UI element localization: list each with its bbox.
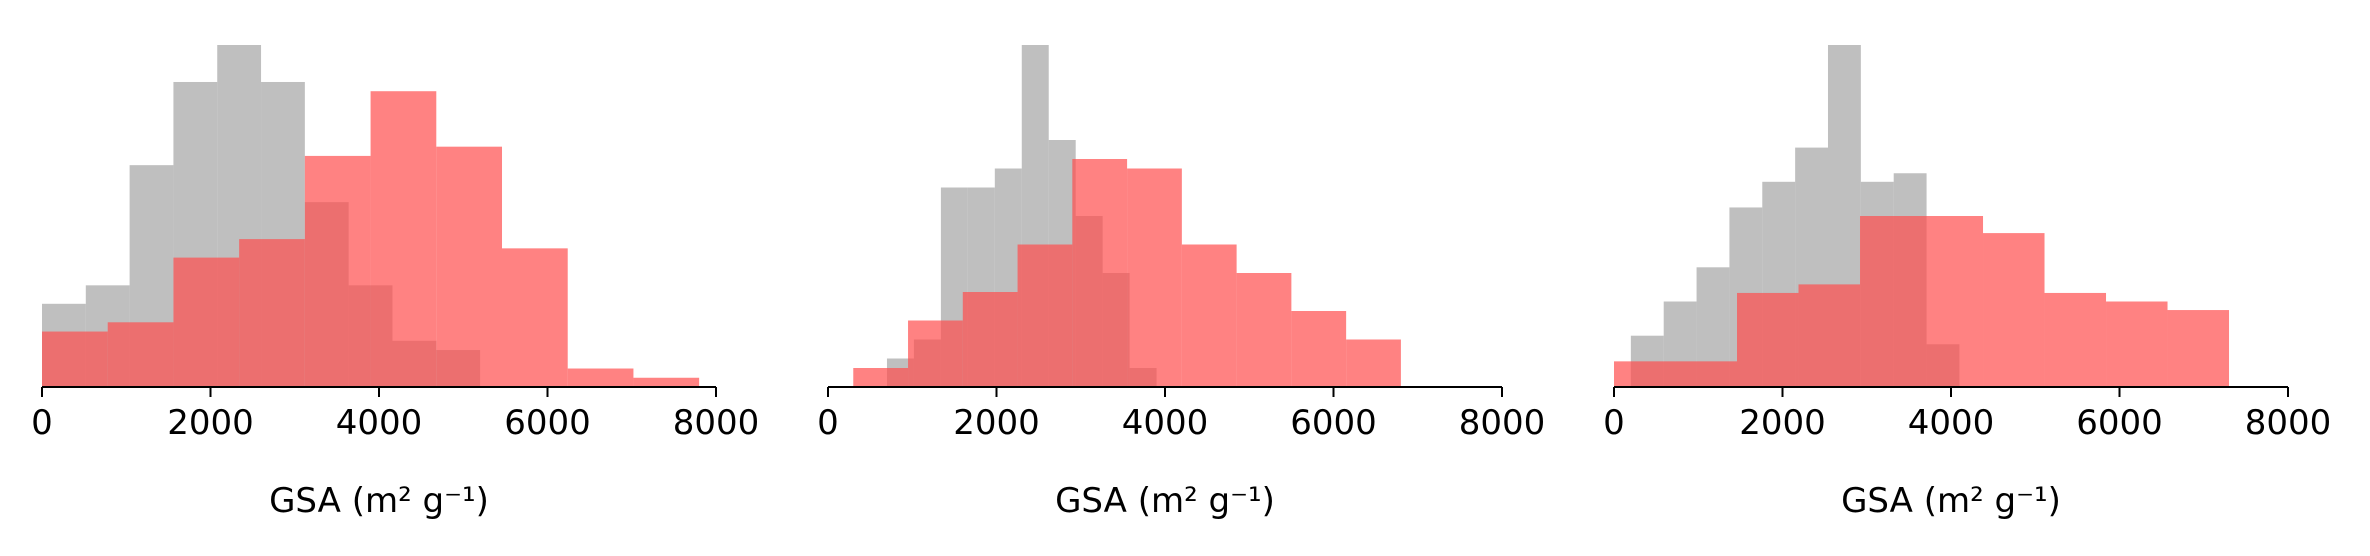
x-tick-label: 2000 [1739, 403, 1826, 443]
red-bar [908, 320, 963, 387]
x-axis-label: GSA (m² g⁻¹) [1841, 481, 2061, 521]
x-tick-label: 6000 [1290, 403, 1377, 443]
red-bar [1181, 244, 1237, 387]
x-tick-label: 4000 [1908, 403, 1995, 443]
x-tick-group: 0 2000 4000 6000 8000 [1603, 387, 2331, 443]
x-tick-label: 0 [31, 403, 53, 443]
red-bar [502, 248, 568, 387]
red-bar [1017, 244, 1073, 387]
red-bar [370, 91, 437, 387]
red-bar [633, 377, 700, 387]
x-tick-label: 8000 [1459, 403, 1546, 443]
red-bar [436, 146, 503, 387]
red-bar [107, 322, 174, 387]
x-tick-label: 8000 [673, 403, 760, 443]
red-bar [962, 292, 1018, 387]
red-bar [853, 368, 909, 387]
x-axis-label: GSA (m² g⁻¹) [1055, 481, 1275, 521]
red-bar [1675, 361, 1738, 387]
red-bars [42, 91, 700, 387]
x-tick-label: 6000 [2076, 403, 2163, 443]
red-bar [1921, 216, 1984, 387]
red-bar [2167, 310, 2230, 387]
red-bar [1127, 168, 1182, 387]
histogram-panel-1: 0 2000 4000 6000 8000 GSA (m² g⁻¹) [31, 45, 759, 521]
red-bar [304, 155, 371, 387]
red-bar [1291, 311, 1347, 387]
red-bar [1614, 361, 1676, 387]
red-bar [1346, 339, 1401, 387]
red-bars [853, 159, 1401, 387]
red-bar [2044, 292, 2107, 387]
histogram-panel-2: 0 2000 4000 6000 8000 GSA (m² g⁻¹) [817, 45, 1545, 521]
red-bar [173, 257, 240, 387]
red-bar [1072, 159, 1128, 387]
x-tick-label: 2000 [953, 403, 1040, 443]
x-tick-group: 0 2000 4000 6000 8000 [31, 387, 759, 443]
red-bar [567, 368, 634, 387]
x-tick-label: 0 [1603, 403, 1625, 443]
x-tick-label: 4000 [336, 403, 423, 443]
x-tick-label: 2000 [167, 403, 254, 443]
red-bar [1737, 292, 1799, 387]
x-tick-label: 8000 [2245, 403, 2332, 443]
red-bar [42, 331, 108, 387]
x-tick-label: 0 [817, 403, 839, 443]
x-axis-label: GSA (m² g⁻¹) [269, 481, 489, 521]
red-bar [239, 239, 305, 387]
red-bar [2106, 301, 2168, 387]
histogram-panel-3: 0 2000 4000 6000 8000 GSA (m² g⁻¹) [1603, 45, 2331, 521]
red-bars [1614, 216, 2230, 387]
x-tick-label: 4000 [1122, 403, 1209, 443]
x-tick-label: 6000 [504, 403, 591, 443]
red-bar [1798, 284, 1861, 387]
red-bar [1860, 216, 1922, 387]
red-bar [1236, 273, 1292, 387]
red-bar [1983, 233, 2045, 387]
x-tick-group: 0 2000 4000 6000 8000 [817, 387, 1545, 443]
